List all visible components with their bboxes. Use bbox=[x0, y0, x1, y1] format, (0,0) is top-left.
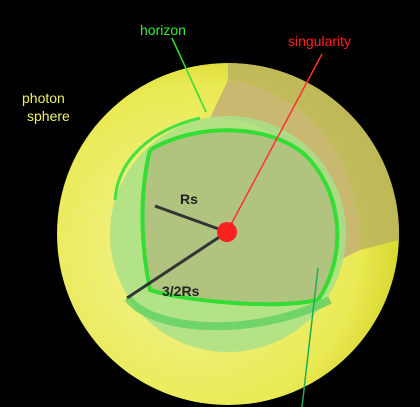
photon-sphere-label: sphere bbox=[27, 108, 70, 124]
singularity bbox=[217, 222, 237, 242]
horizon-band bbox=[124, 295, 332, 331]
singularity-pointer bbox=[226, 53, 323, 233]
horizon-cutaway bbox=[142, 130, 338, 305]
horizon-edge bbox=[148, 128, 340, 302]
pointer bbox=[301, 267, 319, 407]
horizon-label: horizon bbox=[140, 22, 186, 38]
photon-sphere-label: photon bbox=[22, 90, 65, 106]
horizon-pointer bbox=[171, 37, 207, 113]
rs-label: Rs bbox=[180, 191, 198, 207]
horizon-rim bbox=[113, 116, 201, 201]
photon-radius-label: 3/2Rs bbox=[162, 283, 200, 299]
photon-radius bbox=[126, 230, 228, 300]
singularity-label: singularity bbox=[288, 33, 351, 49]
horizon-edge bbox=[140, 149, 319, 307]
rs-radius bbox=[154, 204, 228, 234]
cutaway-outer bbox=[228, 62, 400, 250]
